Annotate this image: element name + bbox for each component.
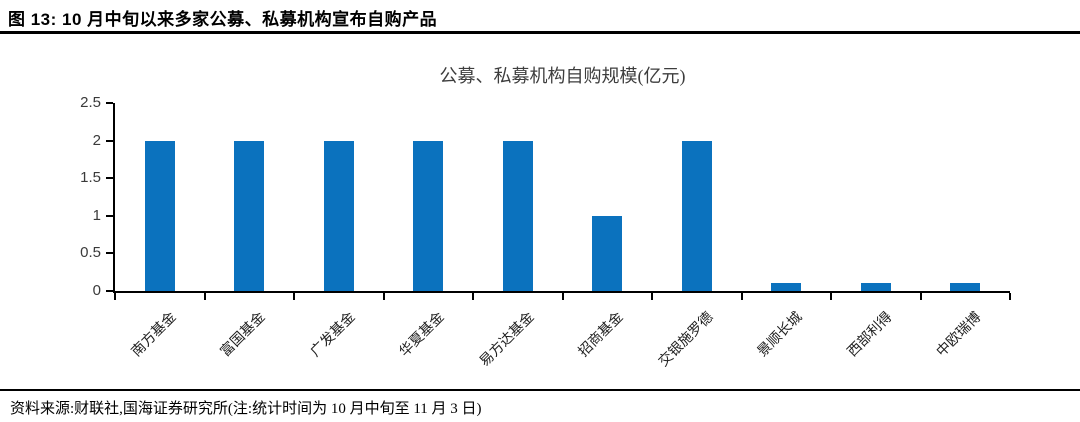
- x-axis-tick: [203, 293, 206, 300]
- x-category-label: 景顺长城: [755, 309, 806, 361]
- x-category-label: 易方达基金: [477, 309, 538, 370]
- bar: [502, 140, 533, 291]
- y-axis-tick-label: 0.5: [80, 244, 101, 262]
- x-axis-line: [113, 291, 1010, 293]
- source-divider-line: [0, 389, 1080, 391]
- plot-area: 0 0.5 1 1.5 2 2.5 南方基金 富国基金 广发基金 华夏基金 易方达基金 招商基金 交银施…: [80, 94, 1011, 370]
- x-category-label: 交银施罗德: [656, 309, 717, 370]
- bar: [860, 283, 891, 291]
- y-axis-tick-label: 2: [92, 131, 101, 149]
- x-category-label: 中欧瑞博: [934, 309, 985, 361]
- y-axis-line: [113, 103, 115, 293]
- y-axis-tick: [106, 252, 113, 255]
- bar: [413, 140, 444, 291]
- figure-caption: 图 13: 10 月中旬以来多家公募、私募机构宣布自购产品: [8, 10, 438, 29]
- x-axis-tick: [561, 293, 564, 300]
- x-axis-tick: [919, 293, 922, 300]
- y-axis-tick-label: 0: [92, 282, 101, 299]
- x-axis-tick: [651, 293, 653, 300]
- y-axis-tick: [106, 177, 113, 180]
- bar: [681, 140, 712, 291]
- x-axis-tick: [472, 293, 474, 300]
- caption-divider-line: [0, 31, 1080, 34]
- x-axis-tick: [1009, 293, 1011, 300]
- y-axis-tick: [106, 214, 113, 217]
- y-axis-tick-label: 1: [92, 206, 101, 224]
- x-category-label: 招商基金: [576, 309, 627, 361]
- y-axis-tick: [106, 102, 113, 104]
- bar: [144, 140, 175, 291]
- bar: [771, 283, 802, 291]
- x-axis-tick: [114, 293, 116, 300]
- x-category-label: 南方基金: [128, 309, 180, 361]
- x-category-label: 西部利得: [844, 309, 896, 361]
- bar: [592, 215, 623, 291]
- bar: [323, 140, 354, 291]
- x-axis-tick: [382, 293, 385, 300]
- y-axis-tick-label: 1.5: [80, 169, 101, 187]
- x-category-label: 富国基金: [218, 309, 269, 361]
- x-category-label: 广发基金: [307, 309, 359, 361]
- chart-title: 公募、私募机构自购规模(亿元): [439, 66, 686, 86]
- x-axis-tick: [293, 293, 295, 300]
- x-axis-tick: [740, 293, 743, 300]
- source-note: 资料来源:财联社,国海证券研究所(注:统计时间为 10 月中旬至 11 月 3 …: [10, 401, 482, 417]
- bar: [234, 140, 265, 291]
- y-axis-tick-label: 2.5: [80, 94, 101, 111]
- bar: [950, 283, 981, 291]
- x-category-label: 华夏基金: [397, 309, 448, 361]
- x-axis-tick: [830, 293, 832, 300]
- y-axis-tick: [106, 139, 113, 142]
- y-axis-tick: [106, 290, 113, 292]
